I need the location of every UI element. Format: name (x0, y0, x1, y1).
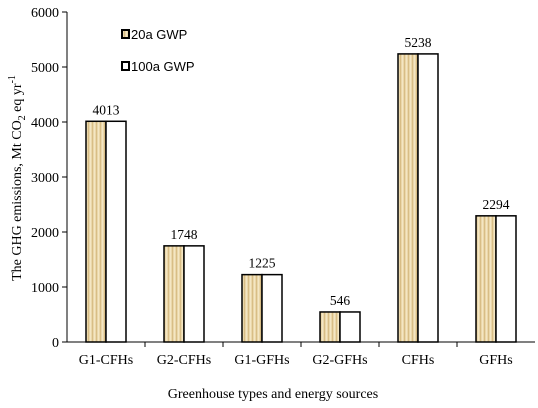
x-category-label: G2-CFHs (157, 353, 211, 368)
y-tick-label: 5000 (31, 61, 59, 76)
legend-item-20a: 20a GWP (121, 27, 187, 42)
data-label: 4013 (93, 102, 120, 117)
bar-100a-gwp (417, 53, 439, 343)
y-axis-title-sub: 2 (17, 115, 28, 120)
legend-swatch-100a (121, 61, 130, 71)
x-category-label: G1-GFHs (234, 353, 289, 368)
bar-100a-gwp (105, 120, 127, 343)
data-label: 1748 (171, 227, 198, 242)
data-label: 2294 (483, 197, 510, 212)
bar-20a-gwp (163, 245, 185, 343)
y-tick-label: 0 (52, 336, 59, 351)
y-axis-title-sup: -1 (7, 75, 18, 83)
x-category-label: GFHs (479, 353, 512, 368)
y-tick-label: 2000 (31, 226, 59, 241)
legend: 20a GWP 100a GWP (121, 27, 195, 74)
bar-100a-gwp (339, 311, 361, 343)
data-label: 546 (330, 293, 351, 308)
x-category-label: G1-CFHs (79, 353, 133, 368)
legend-item-100a: 100a GWP (121, 59, 195, 74)
bar-100a-gwp (261, 273, 283, 343)
y-axis-title-prefix: The GHG emissions, Mt CO (10, 120, 25, 281)
y-tick-label: 3000 (31, 171, 59, 186)
y-axis-title: The GHG emissions, Mt CO2 eq yr-1 (7, 75, 28, 281)
legend-swatch-20a (121, 29, 130, 39)
x-axis-categories: G1-CFHs G2-CFHs G1-GFHs G2-GFHs CFHs GFHs (79, 342, 513, 368)
y-tick-label: 4000 (31, 116, 59, 131)
bar-100a-gwp (495, 215, 517, 343)
x-axis-title: Greenhouse types and energy sources (168, 387, 378, 402)
y-axis-ticks: 0 1000 2000 3000 4000 5000 6000 (31, 6, 67, 351)
x-category-label: G2-GFHs (312, 353, 367, 368)
bars (85, 53, 517, 343)
legend-label-100a: 100a GWP (131, 59, 195, 74)
y-axis-title-mid: eq yr (10, 83, 25, 115)
y-tick-label: 1000 (31, 281, 59, 296)
bar-20a-gwp (85, 120, 107, 343)
data-label: 1225 (249, 256, 276, 271)
data-label: 5238 (405, 35, 432, 50)
bar-20a-gwp (241, 273, 263, 343)
data-labels: 4013 1748 1225 546 5238 2294 (93, 35, 510, 308)
y-tick-label: 6000 (31, 6, 59, 21)
legend-label-20a: 20a GWP (131, 27, 187, 42)
bar-20a-gwp (397, 53, 419, 343)
bar-20a-gwp (319, 311, 341, 343)
x-category-label: CFHs (402, 353, 435, 368)
bar-100a-gwp (183, 245, 205, 343)
bar-20a-gwp (475, 215, 497, 343)
